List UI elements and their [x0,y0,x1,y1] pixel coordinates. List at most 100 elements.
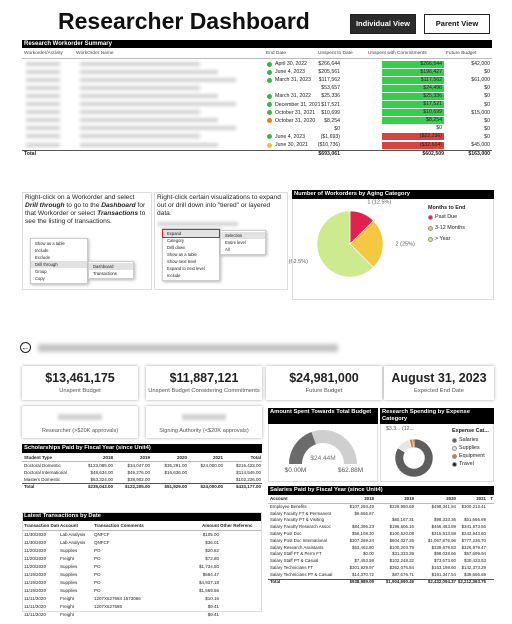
blurred-text [26,126,60,131]
column-header: End Date [266,51,287,56]
table-cell: PO [94,564,101,569]
kpi-card [146,366,262,400]
table-title: Latest Transactions by Date [24,513,101,519]
table-cell: $14,370.72 [352,571,374,577]
table-title-bar [22,444,262,453]
data-label: 1 (12.5%) [367,199,391,205]
chart-title-bar [268,408,378,424]
submenu-item[interactable]: Entire level [225,240,246,245]
menu-item[interactable]: Include [167,273,181,278]
committed: $10,699 [382,109,444,117]
table-cell: $7,493.59 [354,558,374,564]
table-cell: $24,000.00 [200,463,223,468]
menu-item[interactable]: Expand to next level [167,266,205,271]
table-cell: $307,269.24 [349,537,374,543]
menu-item[interactable]: Drill through [31,261,87,268]
table-cell: $60,167.31 [392,517,414,523]
table-cell: Salary Staff FT & Perm FT [270,551,322,557]
person-role: Researcher (>$20K approvals) [41,428,119,434]
back-button[interactable]: ← [20,342,31,353]
unspent: $205,561 [318,69,340,76]
menu-item[interactable]: Show next level [167,259,197,264]
legend-label: 3-12 Months [435,225,465,231]
column-header: Student Type [24,455,53,460]
column-header: WorkOrder Name [76,51,114,56]
table-cell: $16,636.00 [164,470,187,475]
unspent: ($1,693) [320,133,340,140]
menu-item[interactable]: Include [35,248,49,253]
view-button[interactable]: Individual View [350,14,416,34]
table-cell: Employee Benefits [270,503,307,509]
menu-item[interactable]: Expand [162,229,220,238]
column-header: Transaction Date [24,523,59,528]
table-cell: $6,666.67 [354,510,374,516]
table-cell: $56,108.30 [352,531,374,536]
table-cell: $98,028.66 [434,551,456,557]
table-cell: $31,333.39 [392,551,414,557]
table-cell: $466,463.89 [431,524,456,530]
table-cell: $35,291.00 [164,463,187,468]
table-cell: $36.01 [205,540,219,545]
table-cell: $100,203.79 [389,544,414,550]
help-text-segment: Right-click certain visualizations to ex… [157,194,281,217]
menu-item[interactable]: Copy [35,276,45,281]
table-cell: $100,520.08 [389,531,414,536]
legend-label: Salaries [459,437,479,443]
table-cell: $48,634.00 [90,470,113,475]
table-cell: Supplies [60,564,78,569]
table-cell: Masters Domestic [24,477,61,482]
menu-item[interactable]: Group [35,269,47,274]
unspent: $266,644 [318,61,340,67]
legend-label: Past Due [435,214,458,220]
chart-title: Research Spending by Expense Category [382,409,470,422]
table-cell: Salary Staff PT & Casual [270,558,319,564]
end-date: June 4, 2023 [275,133,305,140]
legend-swatch [428,236,433,242]
menu-item[interactable]: Category [167,238,184,243]
table-cell: $20.82 [205,548,219,553]
gauge-value-label: $24.44M [310,455,335,462]
submenu-item[interactable]: Dashboard [89,263,133,270]
submenu-item[interactable]: Transactions [93,271,117,276]
help-text: Right-click certain visualizations to ex… [157,194,285,218]
header-rule [22,530,262,531]
table-cell: Salary Post Doc International [270,537,327,543]
table-cell: $339,679.83 [431,544,456,550]
blurred-text [26,85,60,90]
table-cell: $102,226.00 [235,477,261,482]
submenu-item[interactable]: Selection [221,232,265,239]
person-card [146,406,262,438]
total-cell: $938,989.09 [349,578,374,584]
table-cell: PO [94,556,101,561]
menu-item[interactable]: Exclude [35,255,50,260]
help-text-segment: Drill through [25,202,65,209]
menu-item[interactable]: Show as a table [35,241,65,246]
table-cell: $9.41 [207,612,219,617]
blurred-text [80,134,200,139]
table-cell: 11/11/2020 [24,612,46,617]
table-cell: Salary Post Doc [270,531,302,536]
table-cell: $1,734.50 [198,564,219,569]
chart-title: Amount Spent Towards Total Budget [270,409,372,415]
table-cell: $73,673.60 [434,558,456,564]
blurred-text [26,118,60,123]
menu-item[interactable]: Drill down [167,245,186,250]
table-cell: 11/20/2020 [24,564,47,569]
total-rule [22,483,262,484]
blurred-text [80,93,218,98]
table-title-bar [22,512,262,521]
future-budget: $0 [484,93,490,100]
column-header: Future Budget [446,51,477,56]
blurred-text [26,77,60,82]
table-cell: $229,950.69 [389,503,414,509]
unspent: ($10,736) [317,142,340,148]
submenu-item[interactable]: All [225,247,230,252]
menu-item[interactable]: Show as a table [167,252,197,257]
table-cell: Supplies [60,588,78,593]
view-button[interactable]: Parent View [424,14,490,34]
blurred-text [80,102,236,106]
help-text-segment: Dashboard [101,202,136,209]
committed: $266,644 [382,60,444,68]
